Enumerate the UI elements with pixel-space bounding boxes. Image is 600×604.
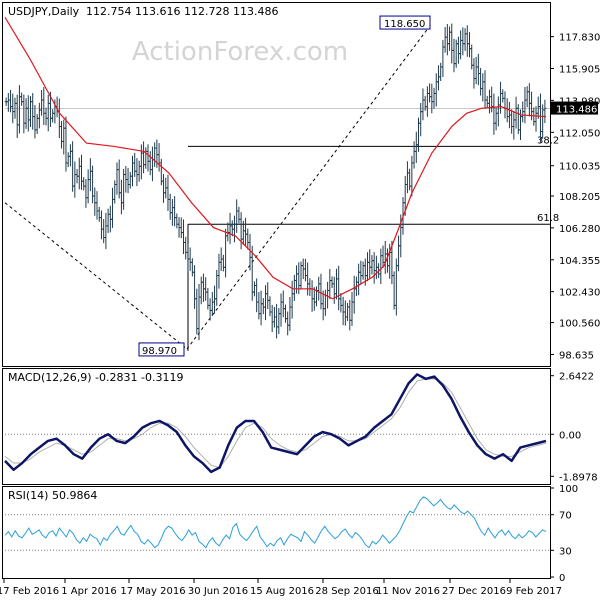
price-tick-label: 98.635 <box>559 350 594 361</box>
date-tick-label: 15 Aug 2016 <box>250 586 314 597</box>
price-tick-label: 112.050 <box>559 128 600 139</box>
price-tick-label: 100.560 <box>559 319 600 330</box>
date-tick-label: 17 May 2016 <box>120 586 185 597</box>
current-price-box <box>550 101 598 115</box>
macd-tick-label: 0.00 <box>559 430 581 441</box>
high-label-box <box>379 15 431 30</box>
price-bars <box>4 23 547 341</box>
ohlc-label: 112.754 113.616 112.728 113.486 <box>86 5 278 18</box>
macd-signal-line <box>4 378 547 469</box>
rsi-axis: 100 70 30 0 <box>5 484 578 584</box>
price-tick-label: 102.430 <box>559 288 600 299</box>
date-tick-label: 1 Apr 2016 <box>61 586 116 597</box>
rsi-line-group <box>4 496 547 549</box>
price-annotations: 118.650 98.970 <box>138 15 431 357</box>
price-axis: 98.635 100.560 102.430 104.355 106.280 108.20… <box>550 33 600 361</box>
macd-main-line <box>4 373 547 474</box>
macd-tick-label: 2.6422 <box>559 372 594 383</box>
trend-line-down <box>4 202 188 350</box>
price-tick-label: 117.830 <box>559 33 600 44</box>
macd-axis: 2.6422 0.00 -1.8978 <box>5 372 598 483</box>
ma-line <box>4 16 547 300</box>
date-tick-label: 27 Dec 2016 <box>442 586 506 597</box>
rsi-tick-label: 0 <box>559 573 565 584</box>
price-tick-label: 115.905 <box>559 64 600 75</box>
fib-level-label: 61.8 <box>537 213 559 224</box>
macd-tick-label: -1.8978 <box>559 472 598 483</box>
price-tick-label: 110.035 <box>559 162 600 173</box>
high-label: 118.650 <box>384 19 425 30</box>
date-tick-label: 9 Feb 2017 <box>506 586 562 597</box>
rsi-label: RSI(14) 50.9864 <box>8 489 97 502</box>
price-tick-label: 106.280 <box>559 224 600 235</box>
moving-average <box>4 16 547 300</box>
date-tick-label: 17 Feb 2016 <box>0 586 59 597</box>
rsi-tick-label: 70 <box>559 511 572 522</box>
low-label-box <box>138 342 185 357</box>
date-tick-label: 28 Sep 2016 <box>315 586 378 597</box>
date-tick-label: 30 Jun 2016 <box>188 586 248 597</box>
rsi-line <box>4 496 547 549</box>
fib-levels: 38.2 61.8 <box>187 135 559 351</box>
rsi-tick-label: 100 <box>559 484 578 495</box>
watermark: ActionForex.com <box>132 37 348 67</box>
macd-lines <box>4 373 547 474</box>
current-price-label: 113.486 <box>556 105 597 116</box>
rsi-tick-label: 30 <box>559 546 572 557</box>
price-tick-label: 104.355 <box>559 256 600 267</box>
date-axis: 17 Feb 2016 1 Apr 2016 17 May 2016 30 Jun 2… <box>0 579 562 597</box>
symbol-label: USDJPY,Daily <box>8 5 80 18</box>
price-tick-label: 108.205 <box>559 192 600 203</box>
fib-level-label: 38.2 <box>537 135 559 146</box>
date-tick-label: 11 Nov 2016 <box>376 586 440 597</box>
low-label: 98.970 <box>142 346 177 357</box>
trend-line-up <box>186 22 433 350</box>
trend-lines <box>4 22 433 350</box>
macd-panel-frame <box>2 368 551 485</box>
rsi-panel-frame <box>2 486 551 579</box>
macd-label: MACD(12,26,9) -0.2831 -0.3119 <box>8 371 183 384</box>
